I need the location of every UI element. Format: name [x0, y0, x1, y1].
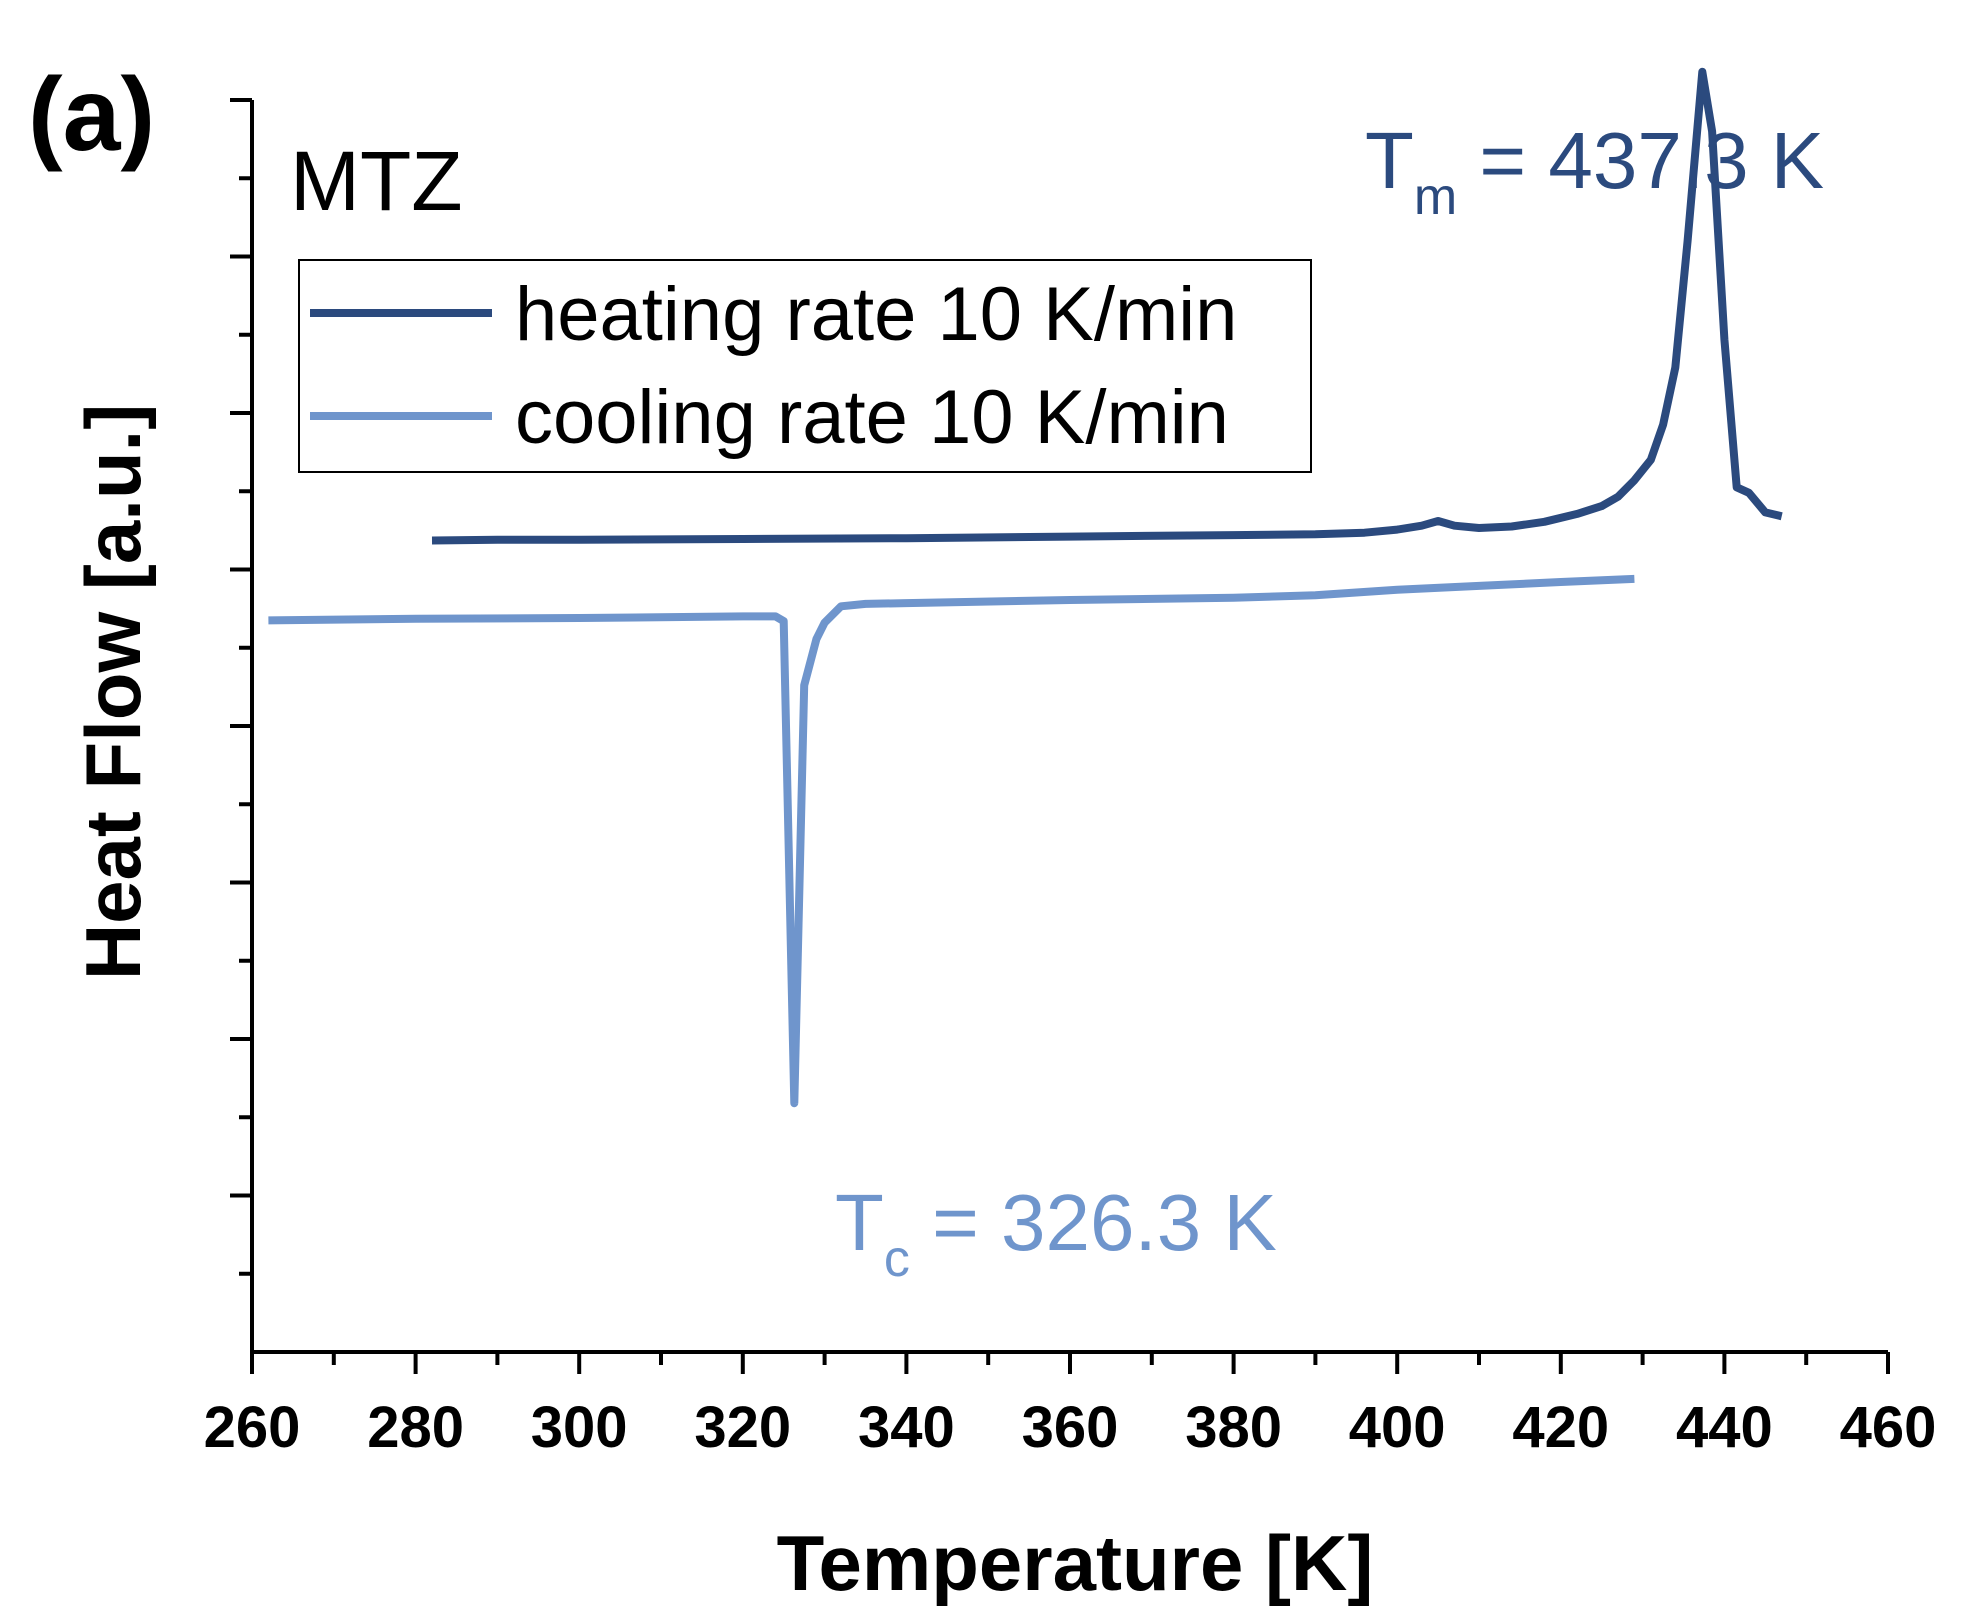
x-tick-label: 380 — [1185, 1395, 1282, 1460]
legend-box — [298, 259, 1312, 473]
series-group — [268, 67, 1783, 1108]
legend-label-heating: heating rate 10 K/min — [515, 272, 1237, 357]
melting-temperature-annotation: Tm = 437.3 K — [1365, 116, 1824, 226]
annotation-tm-value: = 437.3 K — [1457, 116, 1824, 205]
crystallization-temperature-annotation: Tc = 326.3 K — [835, 1178, 1277, 1288]
sample-label: MTZ — [290, 134, 463, 228]
x-axis-title: Temperature [K] — [777, 1519, 1374, 1607]
x-tick-label: 400 — [1349, 1395, 1446, 1460]
x-tick-label: 340 — [858, 1395, 955, 1460]
x-tick-label: 360 — [1022, 1395, 1119, 1460]
x-tick-label: 280 — [367, 1395, 464, 1460]
y-axis-title: Heat Flow [a.u.] — [69, 404, 157, 980]
plot-axes: 260 280 300 320 340 360 380 400 420 440 460 — [204, 98, 1937, 1460]
annotation-tm-symbol: T — [1365, 116, 1414, 205]
cooling-curve — [268, 574, 1635, 1108]
heating-curve — [431, 67, 1783, 545]
x-tick-label: 420 — [1512, 1395, 1609, 1460]
annotation-tm-subscript: m — [1414, 168, 1457, 226]
annotation-tc-subscript: c — [884, 1230, 910, 1288]
panel-label: (a) — [28, 57, 155, 173]
x-tick-label: 440 — [1676, 1395, 1773, 1460]
x-tick-label: 260 — [204, 1395, 301, 1460]
annotation-tc-value: = 326.3 K — [910, 1178, 1277, 1267]
x-tick-label: 320 — [694, 1395, 791, 1460]
legend-label-cooling: cooling rate 10 K/min — [515, 375, 1229, 460]
x-tick-label: 460 — [1840, 1395, 1937, 1460]
x-tick-label: 300 — [531, 1395, 628, 1460]
annotation-tc-symbol: T — [835, 1178, 884, 1267]
legend: heating rate 10 K/min cooling rate 10 K/… — [298, 259, 1312, 473]
